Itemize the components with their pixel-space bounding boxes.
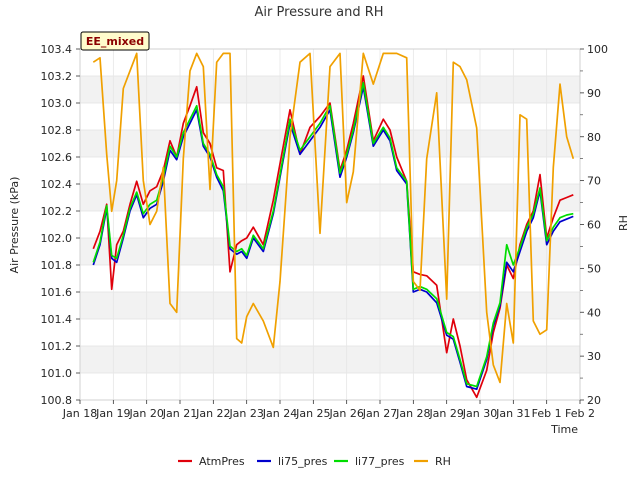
x-tick-label: Jan 19 [95,407,130,420]
site-tag-label: EE_mixed [86,35,144,48]
x-tick-label: Jan 21 [162,407,197,420]
x-tick-label: Jan 31 [495,407,530,420]
y-tick-left-label: 102.0 [41,232,73,245]
x-tick-label: Jan 26 [328,407,363,420]
background-band [80,238,580,265]
y-tick-right-label: 50 [587,262,601,275]
y-tick-right-label: 90 [587,87,601,100]
background-band [80,346,580,373]
background-band [80,184,580,211]
x-tick-label: Jan 28 [395,407,430,420]
x-tick-label: Jan 24 [262,407,297,420]
y-tick-left-label: 102.8 [41,124,73,137]
site-tag-box [80,31,150,51]
legend-label: li77_pres [355,455,405,468]
background-band [80,130,580,157]
y-tick-left-label: 102.2 [41,205,73,218]
x-tick-label: Feb 1 [532,407,562,420]
y-tick-right-label: 100 [587,43,608,56]
x-tick-label: Feb 2 [565,407,595,420]
x-tick-label: Jan 20 [128,407,163,420]
x-tick-label: Jan 25 [295,407,330,420]
y-tick-right-label: 40 [587,306,601,319]
y-tick-left-label: 100.8 [41,394,73,407]
x-axis-title: Time [550,423,578,436]
y-tick-right-label: 30 [587,350,601,363]
y-tick-left-label: 101.2 [41,340,73,353]
legend-label: li75_pres [278,455,328,468]
x-tick-label: Jan 27 [362,407,397,420]
y-tick-left-label: 101.6 [41,286,73,299]
legend: AtmPres li75_pres li77_pres RH [178,455,451,468]
y-axis-left: 100.8 101.0 101.2 101.4 101.6 101.8 102.0 102.2… [41,43,80,407]
chart-title: Air Pressure and RH [254,5,383,20]
legend-label: RH [435,455,451,468]
y-tick-left-label: 101.4 [41,313,73,326]
site-tag: EE_mixed [80,31,150,51]
y-tick-left-label: 102.6 [41,151,73,164]
y-tick-left-label: 101.0 [41,367,73,380]
y-tick-left-label: 101.8 [41,259,73,272]
y-axis-left-title: Air Pressure (kPa) [8,177,21,274]
legend-label: AtmPres [199,455,245,468]
series-layer [92,52,575,399]
y-tick-right-label: 80 [587,131,601,144]
y-tick-right-label: 60 [587,219,601,232]
y-tick-left-label: 103.2 [41,70,73,83]
x-tick-label: Jan 22 [195,407,230,420]
x-tick-label: Jan 29 [428,407,463,420]
y-tick-left-label: 103.4 [41,43,73,56]
y-axis-right: 20 30 40 50 60 70 80 90 100 [580,43,608,407]
y-tick-right-label: 70 [587,175,601,188]
y-axis-right-title: RH [617,215,630,231]
x-tick-label: Jan 30 [462,407,497,420]
y-tick-left-label: 103.0 [41,97,73,110]
x-tick-label: Jan 23 [228,407,263,420]
x-tick-label: Jan 18 [62,407,97,420]
series-line-rh [92,52,575,384]
series-line-li77-pres [92,81,574,388]
y-tick-right-label: 20 [587,394,601,407]
y-tick-left-label: 102.4 [41,178,73,191]
background-bands [80,76,580,373]
